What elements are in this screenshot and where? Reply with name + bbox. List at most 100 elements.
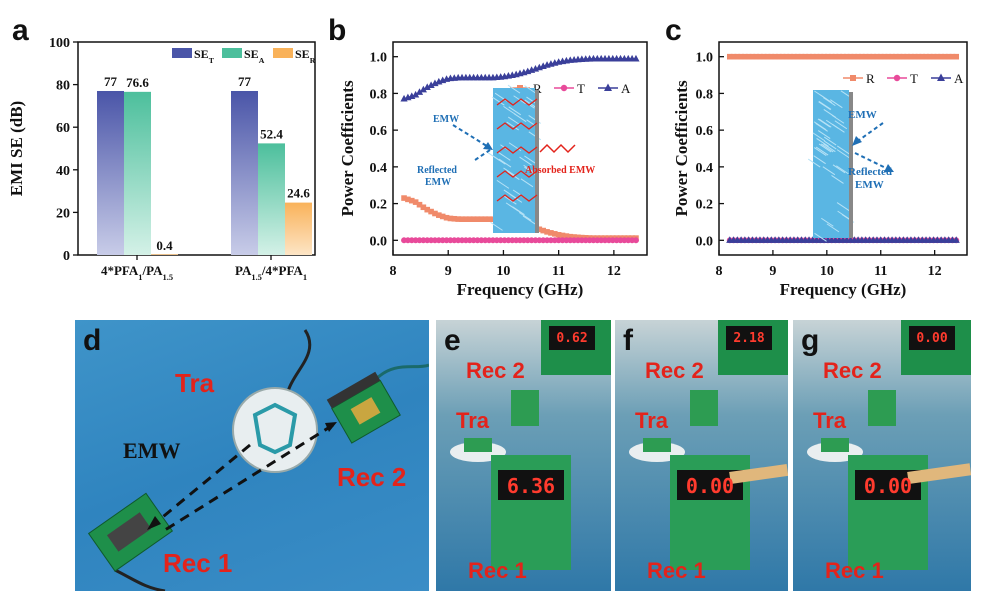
y-tick-label: 60 <box>56 121 70 136</box>
reflected-annotation: Reflected <box>417 165 457 176</box>
x-tick-label: 10 <box>496 264 510 279</box>
data-point-T <box>633 237 639 243</box>
rec2-label: Rec 2 <box>337 462 406 493</box>
emw-annotation: EMW <box>848 109 877 121</box>
y-tick-label: 0 <box>63 249 70 264</box>
legend-swatch <box>172 48 192 58</box>
bar <box>231 91 258 255</box>
absorbed-annotation: Absorbed EMW <box>525 165 595 176</box>
y-axis-label: Power Coefficients <box>338 80 357 216</box>
y-axis-label: EMI SE (dB) <box>7 101 26 196</box>
rec1-label: Rec 1 <box>825 558 884 584</box>
rec2-display: 0.00 <box>909 328 955 350</box>
bar <box>151 254 178 255</box>
x-axis-label: Frequency (GHz) <box>780 280 907 299</box>
x-tick-label: 9 <box>445 264 452 279</box>
x-tick-label: 12 <box>928 264 942 279</box>
incident-arrow <box>453 125 490 148</box>
incident-arrowhead <box>483 142 493 150</box>
y-tick-label: 0.0 <box>696 234 714 249</box>
chart-c: 0.0 0.2 0.4 0.6 0.8 1.0 8 9 10 11 12 Frequency (GHz… <box>665 0 999 300</box>
rec1-label: Rec 1 <box>647 558 706 584</box>
x-tick-label: 10 <box>820 264 834 279</box>
rec2-label: Rec 2 <box>645 358 704 384</box>
rec1-display: 0.00 <box>855 472 921 500</box>
y-tick-label: 0.6 <box>370 124 388 139</box>
legend-label: T <box>910 71 918 86</box>
x-tick-label: 11 <box>552 264 565 279</box>
y-tick-label: 0.6 <box>696 124 714 139</box>
panel-d-letter: d <box>83 324 101 358</box>
bar <box>97 91 124 255</box>
rec1-label: Rec 1 <box>468 558 527 584</box>
panel-f-letter: f <box>623 324 633 358</box>
receiver-2-board <box>327 372 400 443</box>
tra-label: Tra <box>635 408 668 434</box>
x-tick-label: 12 <box>607 264 621 279</box>
panel-g-letter: g <box>801 324 819 358</box>
x-tick-label: 8 <box>716 264 723 279</box>
reflected-annotation-2: EMW <box>855 179 884 191</box>
shielding-film <box>487 85 540 233</box>
legend-marker <box>850 75 856 81</box>
rec2-label: Rec 2 <box>466 358 525 384</box>
film-edge <box>535 90 539 233</box>
legend-swatch <box>273 48 293 58</box>
panel-e-letter: e <box>444 324 461 358</box>
legend-label: SER <box>295 47 316 65</box>
chart-b: 0.0 0.2 0.4 0.6 0.8 1.0 8 9 10 11 12 Frequency (GHz… <box>325 0 665 300</box>
y-tick-label: 0.8 <box>370 87 388 102</box>
incident-arrowhead <box>852 136 862 146</box>
rec2-display: 0.62 <box>549 328 595 350</box>
legend-marker <box>561 85 567 91</box>
y-tick-label: 0.2 <box>370 198 388 213</box>
photo-f: f 2.18 0.00 Rec 2 Tra Rec 1 <box>615 320 788 591</box>
legend-label: SET <box>194 47 215 65</box>
bar <box>285 203 312 255</box>
rec1-display: 0.00 <box>677 472 743 500</box>
x-tick-label: 11 <box>874 264 887 279</box>
photo-d: d Tra EMW Rec 2 Rec 1 <box>75 320 429 591</box>
y-tick-label: 0.8 <box>696 87 714 102</box>
emw-annotation: EMW <box>433 114 459 125</box>
photo-scene <box>793 320 971 591</box>
bar-value-label: 52.4 <box>260 126 283 141</box>
y-tick-label: 0.0 <box>370 234 388 249</box>
tra-label: Tra <box>175 368 214 399</box>
rec1-display: 6.36 <box>498 472 564 500</box>
reflected-annotation: Reflected <box>848 166 892 178</box>
rec1-label: Rec 1 <box>163 548 232 579</box>
y-tick-label: 1.0 <box>370 51 388 66</box>
rec2-display: 2.18 <box>726 328 772 350</box>
photo-g: g 0.00 0.00 Rec 2 Tra Rec 1 <box>793 320 971 591</box>
bar-value-label: 0.4 <box>156 238 173 253</box>
reflected-annotation-2: EMW <box>425 177 451 188</box>
bar-value-label: 77 <box>238 74 252 89</box>
tra-label: Tra <box>813 408 846 434</box>
x-tick-label: 8 <box>390 264 397 279</box>
emw-label: EMW <box>123 438 180 464</box>
bar-value-label: 76.6 <box>126 75 149 90</box>
x-tick-label: 9 <box>769 264 776 279</box>
legend-swatch <box>222 48 242 58</box>
absorbed-wave-legend <box>540 145 575 152</box>
x-tick-label: 4*PFA1/PA1.5 <box>101 263 173 282</box>
legend-marker <box>894 75 900 81</box>
legend-label: T <box>577 81 585 96</box>
x-axis-label: Frequency (GHz) <box>457 280 584 299</box>
y-tick-label: 0.4 <box>696 161 714 176</box>
receiver-1-board <box>89 493 173 571</box>
y-tick-label: 0.2 <box>696 198 714 213</box>
y-tick-label: 1.0 <box>696 51 714 66</box>
bar <box>124 92 151 255</box>
legend-label: A <box>954 71 964 86</box>
bar-value-label: 77 <box>104 74 118 89</box>
y-tick-label: 20 <box>56 206 70 221</box>
bar-value-label: 24.6 <box>287 186 310 201</box>
tra-label: Tra <box>456 408 489 434</box>
transmitter-coil <box>233 388 317 472</box>
y-tick-label: 80 <box>56 79 70 94</box>
legend-label: A <box>621 81 631 96</box>
chart-a: 0 20 40 60 80 100 EMI SE (dB) 77 77 76.6 52.4 0.4 24… <box>0 0 325 300</box>
y-tick-label: 100 <box>49 36 70 51</box>
